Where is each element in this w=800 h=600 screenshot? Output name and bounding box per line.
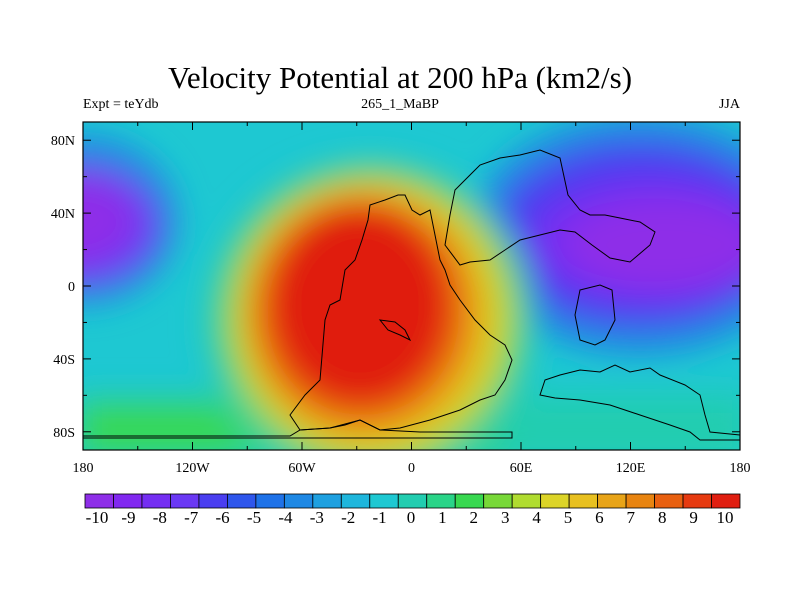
colorbar-swatch: [568, 493, 599, 509]
colorbar-swatch: [340, 493, 371, 509]
season-label: JJA: [718, 97, 740, 112]
colorbar-label: -6: [216, 508, 230, 527]
colorbar-swatch: [369, 493, 399, 509]
colorbar-swatch: [198, 493, 228, 509]
field-blobs: [83, 122, 740, 450]
y-tick-label: 80N: [51, 134, 75, 149]
field-east-low-peak: [565, 200, 740, 290]
chart-title: Velocity Potential at 200 hPa (km2/s): [167, 60, 633, 95]
colorbar-swatch: [84, 493, 114, 509]
y-tick-label: 40S: [53, 353, 75, 368]
colorbar-label: -2: [341, 508, 355, 527]
colorbar-swatch: [226, 493, 257, 509]
colorbar-swatch: [283, 493, 314, 509]
coast-east-island: [574, 284, 616, 346]
colorbar-label: -8: [153, 508, 167, 527]
colorbar-swatch: [454, 493, 485, 509]
colorbar: -10 -9 -8 -7 -6 -5 -4 -3 -2 -1 0 1 2 3 4 5 6 7 8 9 10: [84, 493, 741, 527]
axes: 180 120W 60W 0 60E 120E 180 80N 40N 0 40S 80S: [51, 122, 751, 476]
case-label: 265_1_MaBP: [361, 97, 439, 112]
map-field: [83, 122, 740, 450]
colorbar-label: 3: [501, 508, 510, 527]
x-tick-label: 180: [730, 461, 751, 476]
colorbar-label: -1: [373, 508, 387, 527]
colorbar-label: 6: [595, 508, 604, 527]
colorbar-label: 9: [689, 508, 698, 527]
colorbar-label: 7: [627, 508, 636, 527]
x-tick-label: 120W: [175, 461, 210, 476]
colorbar-label: -7: [184, 508, 199, 527]
x-tick-label: 60W: [288, 461, 316, 476]
colorbar-swatch: [312, 493, 342, 509]
colorbar-swatch: [113, 493, 143, 509]
colorbar-label: -4: [278, 508, 293, 527]
coast-inner-sea: [378, 319, 412, 342]
field-west-low-mid: [83, 165, 160, 285]
colorbar-label: 1: [438, 508, 447, 527]
y-tick-label: 0: [68, 280, 75, 295]
x-tick-label: 0: [408, 461, 415, 476]
colorbar-swatch: [540, 493, 570, 509]
x-tick-label: 180: [73, 461, 94, 476]
coastlines: [83, 149, 740, 441]
experiment-label: Expt = teYdb: [83, 97, 159, 112]
colorbar-label: 2: [470, 508, 479, 527]
field-high-core: [270, 205, 450, 405]
y-tick-label: 40N: [51, 207, 75, 222]
coast-central-continent: [289, 194, 513, 431]
colorbar-swatch: [483, 493, 513, 509]
colorbar-label: -9: [121, 508, 135, 527]
coast-south-shelf: [83, 419, 513, 439]
y-tick-label: 80S: [53, 426, 75, 441]
colorbar-label: 4: [532, 508, 541, 527]
colorbar-swatch: [682, 493, 712, 509]
colorbar-swatch: [597, 493, 627, 509]
colorbar-swatch: [625, 493, 655, 509]
colorbar-label: 5: [564, 508, 573, 527]
colorbar-swatch: [141, 493, 171, 509]
colorbar-label: 0: [407, 508, 416, 527]
colorbar-label: -3: [310, 508, 324, 527]
x-tick-label: 60E: [510, 461, 533, 476]
colorbar-swatch: [397, 493, 428, 509]
colorbar-swatch: [255, 493, 285, 509]
colorbar-swatch: [170, 493, 200, 509]
colorbar-label: -10: [86, 508, 109, 527]
x-tick-label: 120E: [616, 461, 646, 476]
colorbar-swatch: [426, 493, 456, 509]
colorbar-label: 8: [658, 508, 667, 527]
colorbar-label: 10: [717, 508, 734, 527]
coast-north-east: [444, 149, 656, 266]
colorbar-label: -5: [247, 508, 261, 527]
colorbar-swatch: [511, 493, 542, 509]
field-west-low-core: [83, 175, 135, 265]
colorbar-swatch: [711, 493, 741, 509]
colorbar-swatch: [654, 493, 684, 509]
coast-south-east: [539, 364, 740, 441]
